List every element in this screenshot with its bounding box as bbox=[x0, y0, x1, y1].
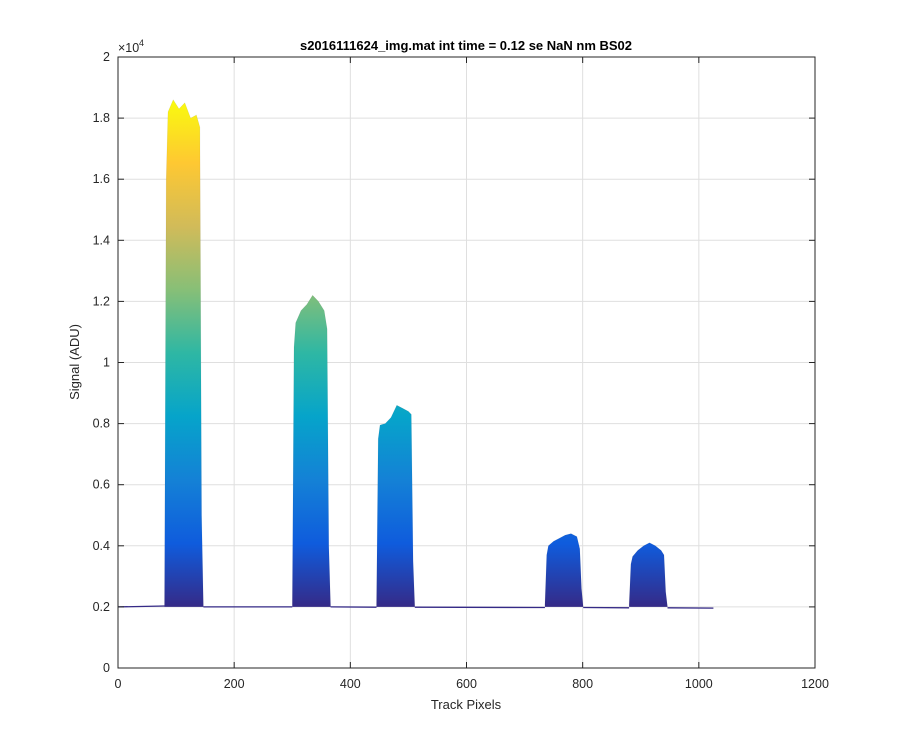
signal-peak-peak-4 bbox=[545, 534, 583, 607]
baseline-segment bbox=[118, 606, 165, 607]
signal-peak-peak-5 bbox=[629, 543, 667, 607]
y-tick-label: 0 bbox=[103, 661, 110, 675]
x-tick-label: 1000 bbox=[685, 677, 713, 691]
x-axis-label: Track Pixels bbox=[431, 697, 502, 712]
data-series bbox=[164, 100, 667, 607]
grid bbox=[118, 57, 815, 668]
chart-title: s2016111624_img.mat int time = 0.12 se N… bbox=[300, 38, 632, 53]
x-tick-label: 800 bbox=[572, 677, 593, 691]
y-tick-label: 0.2 bbox=[93, 600, 110, 614]
y-tick-label: 1.4 bbox=[93, 233, 110, 247]
y-tick-label: 1.6 bbox=[93, 172, 110, 186]
y-tick-label: 1.8 bbox=[93, 111, 110, 125]
y-axis-label: Signal (ADU) bbox=[67, 324, 82, 400]
x-tick-label: 1200 bbox=[801, 677, 829, 691]
x-tick-label: 400 bbox=[340, 677, 361, 691]
y-tick-label: 0.8 bbox=[93, 417, 110, 431]
x-tick-label: 600 bbox=[456, 677, 477, 691]
y-exponent: ×10 4 bbox=[118, 38, 144, 55]
y-tick-label: 1.2 bbox=[93, 294, 110, 308]
labels: s2016111624_img.mat int time = 0.12 se N… bbox=[67, 38, 632, 712]
x-tick-label: 200 bbox=[224, 677, 245, 691]
y-tick-label: 1 bbox=[103, 356, 110, 370]
y-exponent-base: ×10 bbox=[118, 41, 139, 55]
signal-peak-peak-2 bbox=[292, 295, 330, 607]
y-tick-label: 0.4 bbox=[93, 539, 110, 553]
y-tick-label: 0.6 bbox=[93, 478, 110, 492]
y-tick-label: 2 bbox=[103, 50, 110, 64]
signal-peak-peak-3 bbox=[376, 405, 414, 607]
signal-peak-peak-1 bbox=[164, 100, 203, 607]
y-exponent-power: 4 bbox=[139, 38, 144, 48]
x-tick-label: 0 bbox=[115, 677, 122, 691]
